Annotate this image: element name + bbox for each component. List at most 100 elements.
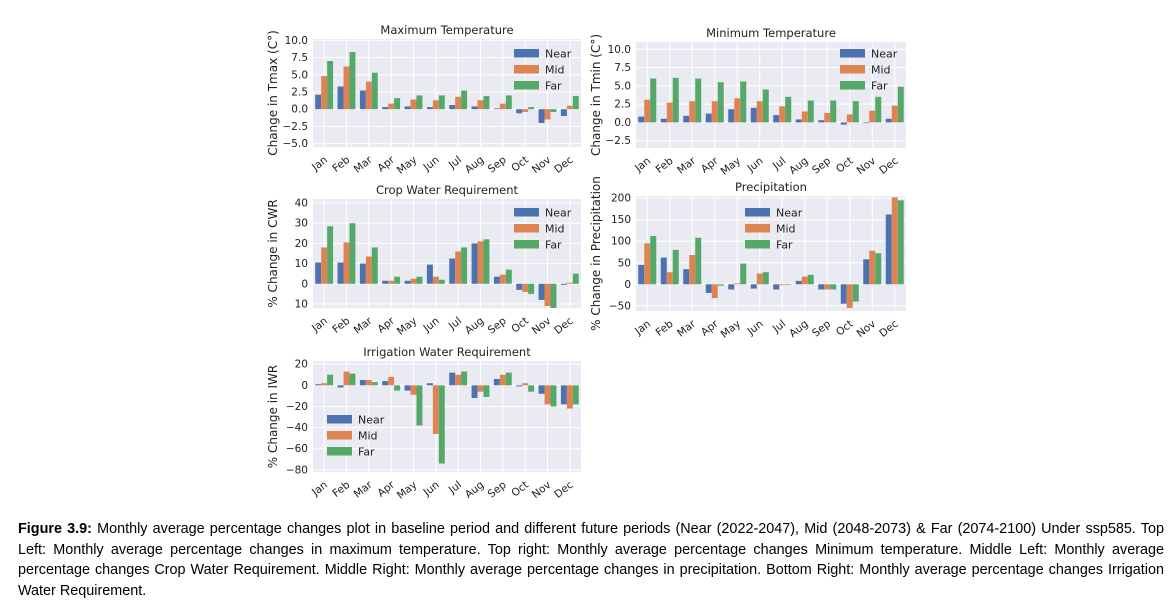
bar-mid-jul [455, 374, 462, 386]
bar-near-dec [885, 214, 892, 285]
legend-label-mid: Mid [776, 223, 796, 236]
x-tick-label: Jul [770, 318, 788, 336]
bar-near-aug [471, 385, 478, 398]
legend-label-near: Near [545, 207, 572, 220]
legend-label-far: Far [871, 80, 888, 93]
x-tick-label: Jun [421, 154, 442, 174]
bar-near-apr [705, 113, 712, 123]
bar-far-dec [897, 86, 904, 123]
y-tick-label: −2.5 [283, 121, 309, 133]
bar-far-oct [528, 107, 535, 110]
x-tick-label: Oct [834, 155, 856, 176]
bar-far-jan [650, 236, 657, 285]
bar-far-dec [897, 200, 904, 285]
bar-mid-jun [756, 273, 763, 285]
x-tick-label: Apr [699, 154, 721, 175]
legend-swatch-far [745, 240, 770, 249]
bar-mid-aug [477, 241, 484, 284]
bar-far-feb [349, 373, 356, 386]
bar-mid-jun [756, 101, 763, 123]
bar-near-jan [638, 264, 645, 285]
bar-near-jun [426, 107, 433, 110]
x-tick-label: Aug [463, 315, 487, 337]
bar-far-oct [852, 101, 859, 123]
bar-far-nov [550, 109, 557, 112]
bar-far-jun [762, 272, 769, 285]
bar-near-feb [337, 385, 344, 388]
y-tick-label: 7.5 [614, 62, 631, 74]
y-tick-label: 0 [624, 279, 631, 291]
bar-far-jul [461, 90, 468, 110]
x-tick-label: Jan [632, 155, 653, 175]
bar-mid-apr [388, 103, 395, 110]
x-tick-label: Aug [787, 318, 811, 340]
bar-mid-oct [522, 283, 529, 292]
bar-far-sep [505, 372, 512, 386]
bar-near-oct [840, 284, 847, 304]
bar-far-nov [550, 385, 557, 407]
figure-caption: Figure 3.9: Monthly average percentage c… [18, 519, 1164, 601]
x-tick-label: Jun [744, 318, 765, 338]
x-tick-label: Jun [744, 155, 765, 175]
x-tick-label: Sep [486, 479, 509, 500]
legend-swatch-far [514, 81, 539, 90]
y-tick-label: 2.5 [614, 99, 631, 111]
plot-area [636, 42, 906, 148]
y-tick-label: 20 [295, 359, 308, 371]
bar-mid-jun [432, 100, 439, 110]
x-tick-label: Aug [463, 479, 487, 500]
x-tick-label: Dec [552, 154, 576, 176]
bar-mid-nov [869, 110, 876, 123]
x-tick-label: Apr [375, 153, 397, 174]
bar-mid-aug [801, 111, 808, 123]
bar-near-sep [818, 284, 825, 290]
bar-mid-aug [477, 385, 484, 392]
y-axis-label: % Change in CWR [266, 199, 280, 307]
legend-swatch-mid [840, 65, 865, 74]
bar-mid-sep [824, 112, 831, 123]
bar-far-jan [650, 78, 657, 123]
y-tick-label: 200 [611, 193, 631, 205]
bar-mid-feb [343, 66, 350, 110]
x-tick-label: Jan [309, 479, 330, 499]
bar-near-mar [359, 90, 366, 110]
bar-mid-oct [522, 109, 529, 112]
legend-label-mid: Mid [358, 430, 378, 443]
bar-near-nov [863, 122, 870, 124]
bar-mid-mar [689, 101, 696, 123]
bar-mid-may [734, 283, 741, 285]
y-tick-label: 50 [618, 257, 631, 269]
bar-mid-sep [824, 284, 831, 290]
bar-far-jan [327, 61, 334, 110]
bar-far-jan [327, 226, 334, 284]
x-tick-label: Sep [810, 318, 833, 340]
bar-far-dec [572, 385, 579, 405]
legend-swatch-near [327, 415, 352, 424]
bar-far-may [416, 95, 423, 110]
bar-far-sep [505, 95, 512, 110]
bar-far-oct [852, 284, 859, 302]
bar-mid-jul [779, 284, 786, 286]
legend-swatch-far [514, 240, 539, 249]
bar-far-aug [483, 385, 490, 397]
y-tick-label: 10.0 [608, 44, 631, 56]
bar-far-apr [394, 385, 401, 391]
bar-mid-dec [566, 385, 573, 409]
x-tick-label: Aug [787, 155, 811, 177]
bar-near-jul [773, 115, 780, 123]
bar-near-jun [750, 284, 757, 289]
bar-far-may [740, 81, 747, 123]
bar-near-mar [359, 263, 366, 284]
y-tick-label: −80 [286, 464, 308, 476]
y-tick-label: 10 [295, 298, 308, 310]
bar-far-nov [875, 96, 882, 123]
bar-far-dec [572, 96, 579, 110]
bar-far-jan [327, 374, 334, 386]
bar-mid-jul [455, 96, 462, 110]
y-tick-label: −40 [286, 422, 308, 434]
bar-near-nov [538, 385, 545, 394]
bar-far-dec [572, 273, 579, 284]
y-axis-label: Change in Tmax (C°) [266, 30, 280, 156]
y-axis-label: Change in Tmin (C°) [589, 34, 603, 156]
bar-near-jan [315, 94, 322, 110]
